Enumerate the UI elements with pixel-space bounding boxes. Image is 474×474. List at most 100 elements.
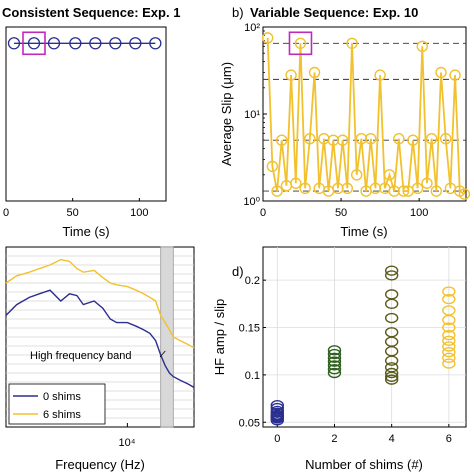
d-point-shims-2 — [327, 345, 342, 356]
b-point — [416, 40, 428, 53]
a-xtick-label: 100 — [130, 207, 148, 219]
d-point-shims-4 — [384, 312, 399, 324]
d-ytick-label: 0.2 — [245, 275, 260, 287]
b-point — [285, 69, 297, 81]
b-point — [430, 185, 443, 197]
a-point — [109, 37, 122, 50]
panel-c-band-label: High frequency band — [30, 350, 132, 362]
d-point-shims-2 — [327, 360, 342, 371]
b-point — [266, 160, 279, 173]
panel-d-ylabel: HF amp / slip — [212, 299, 227, 376]
d-point-shims-4 — [384, 289, 399, 300]
b-ytick-label: 10⁰ — [243, 196, 260, 208]
a-point — [47, 37, 61, 50]
b-point — [308, 66, 321, 79]
panel-a-title: Consistent Sequence: Exp. 1 — [2, 5, 180, 20]
b-xtick-label: 0 — [260, 207, 266, 219]
b-point — [271, 185, 283, 197]
d-point-shims-4 — [384, 265, 399, 276]
b-point — [276, 134, 288, 146]
panel-a-axes — [5, 26, 167, 202]
panel-c: High frequency band 0 shims 6 shims 10⁴ … — [5, 246, 195, 472]
b-point — [407, 134, 419, 146]
d-point-shims-6 — [442, 352, 456, 364]
d-ytick-label: 0.1 — [245, 370, 260, 382]
panel-a: Consistent Sequence: Exp. 1 0 50 100 Time … — [2, 5, 180, 239]
b-point — [393, 133, 405, 145]
panel-b: b) Variable Sequence: Exp. 10 0 50 100 10⁰ 1… — [219, 5, 471, 239]
b-point — [365, 133, 377, 145]
d-point-shims-6 — [442, 293, 456, 305]
legend-6-shims-label: 6 shims — [43, 409, 81, 421]
panel-a-xlabel: Time (s) — [62, 224, 109, 239]
b-point — [383, 169, 396, 181]
a-point — [69, 37, 82, 50]
b-xtick-label: 50 — [335, 207, 347, 219]
legend-0-shims-label: 0 shims — [43, 391, 81, 403]
d-point-shims-4 — [384, 374, 399, 385]
d-xtick-label: 2 — [331, 433, 337, 445]
c-band-pointer — [159, 350, 166, 358]
d-ytick-label: 0.05 — [239, 417, 260, 429]
panel-b-ylabel: Average Slip (μm) — [219, 62, 234, 166]
d-point-shims-4 — [384, 367, 399, 379]
d-xtick-label: 0 — [274, 433, 280, 445]
panel-c-xtick-label: 10⁴ — [119, 437, 136, 449]
a-point — [89, 37, 102, 50]
b-point — [435, 66, 447, 79]
a-xtick-label: 0 — [3, 207, 9, 219]
b-point — [341, 182, 354, 194]
panel-b-title: Variable Sequence: Exp. 10 — [250, 5, 418, 20]
panel-d: d) 0 2 4 6 0.05 0.1 0.15 0.2 Number of shims (#… — [212, 246, 467, 472]
b-point — [350, 169, 363, 181]
b-xtick-label: 100 — [410, 207, 428, 219]
d-point-shims-0 — [270, 400, 284, 411]
b-point — [397, 185, 410, 197]
a-point — [149, 37, 162, 50]
b-point — [336, 134, 349, 146]
d-point-shims-6 — [442, 329, 456, 341]
d-point-shims-0 — [270, 402, 284, 414]
a-point — [27, 37, 41, 50]
a-xtick-label: 50 — [67, 207, 79, 219]
b-point — [411, 182, 424, 194]
panel-b-xlabel: Time (s) — [340, 224, 387, 239]
panel-c-legend: 0 shims 6 shims — [8, 383, 106, 425]
c-high-frequency-band — [160, 246, 174, 428]
panel-c-xlabel: Frequency (Hz) — [55, 457, 145, 472]
b-point — [440, 133, 452, 145]
a-point — [129, 37, 142, 50]
b-point — [449, 69, 461, 81]
d-point-shims-4 — [384, 327, 399, 338]
d-point-shims-6 — [442, 346, 456, 358]
d-point-shims-6 — [442, 305, 456, 316]
d-point-shims-4 — [384, 362, 399, 373]
d-point-shims-2 — [327, 367, 342, 379]
d-point-shims-6 — [442, 335, 456, 346]
d-point-shims-6 — [442, 341, 456, 352]
b-point — [346, 37, 358, 49]
d-point-shims-4 — [384, 270, 399, 281]
panel-b-label: b) — [232, 5, 244, 20]
c-series-6-shims — [5, 258, 195, 349]
d-point-shims-6 — [442, 322, 456, 333]
b-point — [421, 177, 433, 189]
b-point — [458, 188, 471, 200]
d-xtick-label: 6 — [446, 433, 452, 445]
d-point-shims-2 — [327, 352, 342, 364]
b-highlight-box — [288, 31, 313, 56]
b-ytick-label: 10² — [244, 22, 260, 34]
b-point — [299, 182, 311, 194]
d-point-shims-2 — [327, 356, 342, 367]
b-ytick-label: 10¹ — [244, 109, 260, 121]
a-point — [7, 37, 21, 50]
b-series-line — [266, 37, 465, 195]
b-point — [290, 177, 302, 189]
d-point-shims-2 — [327, 364, 342, 375]
d-point-shims-6 — [442, 286, 456, 297]
d-point-shims-2 — [327, 348, 342, 360]
b-point — [304, 133, 316, 145]
b-point — [261, 32, 274, 44]
panel-d-label: d) — [232, 264, 244, 279]
